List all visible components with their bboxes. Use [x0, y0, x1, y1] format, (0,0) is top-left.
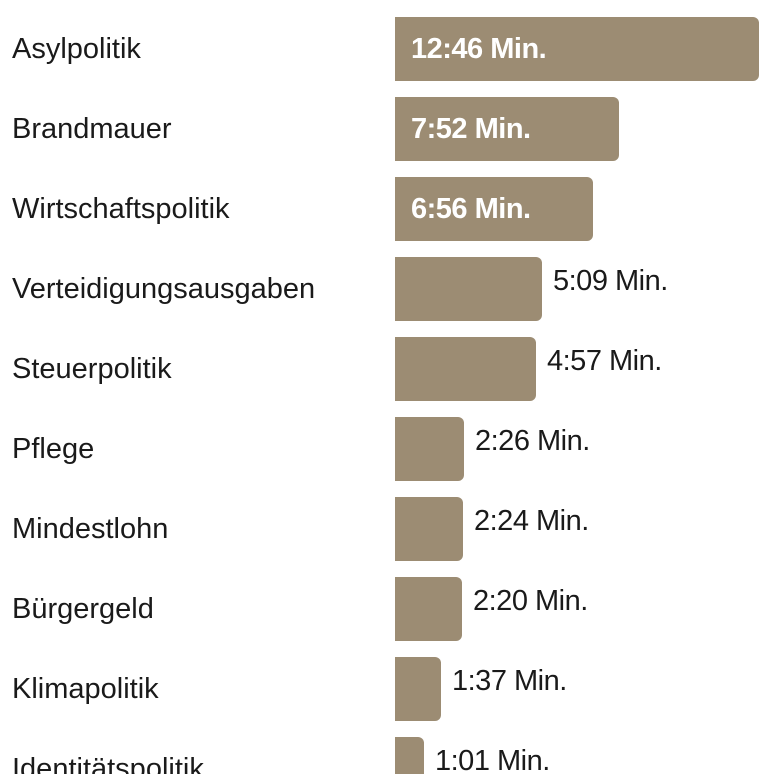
value-label: 1:01 Min.	[435, 745, 550, 774]
bar	[395, 17, 759, 81]
category-label: Verteidigungsausgaben	[12, 273, 316, 305]
bar-row: Wirtschaftspolitik 6:56 Min.	[0, 177, 774, 241]
bar-row: Asylpolitik 12:46 Min.	[0, 17, 774, 81]
bar-row: Bürgergeld 2:20 Min.	[0, 577, 774, 641]
bar	[395, 177, 593, 241]
category-label: Klimapolitik	[12, 673, 159, 705]
category-label: Wirtschaftspolitik	[12, 193, 230, 225]
bar	[395, 577, 462, 641]
bar-row: Verteidigungsausgaben 5:09 Min.	[0, 257, 774, 321]
category-label: Brandmauer	[12, 113, 172, 145]
bar	[395, 337, 536, 401]
value-label: 5:09 Min.	[553, 265, 668, 297]
value-label: 4:57 Min.	[547, 345, 662, 377]
category-label: Steuerpolitik	[12, 353, 172, 385]
bar	[395, 737, 424, 774]
value-label: 6:56 Min.	[411, 193, 531, 225]
bar-row: Identitätspolitik 1:01 Min.	[0, 737, 774, 774]
bar	[395, 657, 441, 721]
bar	[395, 97, 619, 161]
category-label: Bürgergeld	[12, 593, 154, 625]
value-label: 2:26 Min.	[475, 425, 590, 457]
bar-row: Brandmauer 7:52 Min.	[0, 97, 774, 161]
category-label: Identitätspolitik	[12, 753, 204, 774]
category-label: Pflege	[12, 433, 95, 465]
category-label: Mindestlohn	[12, 513, 169, 545]
value-label: 2:20 Min.	[473, 585, 588, 617]
bar	[395, 257, 542, 321]
category-label: Asylpolitik	[12, 33, 141, 65]
bar-row: Steuerpolitik 4:57 Min.	[0, 337, 774, 401]
bar	[395, 497, 463, 561]
value-label: 2:24 Min.	[474, 505, 589, 537]
bar-row: Mindestlohn 2:24 Min.	[0, 497, 774, 561]
bar	[395, 417, 464, 481]
bar-row: Pflege 2:26 Min.	[0, 417, 774, 481]
value-label: 12:46 Min.	[411, 33, 547, 65]
value-label: 7:52 Min.	[411, 113, 531, 145]
bar-row: Klimapolitik 1:37 Min.	[0, 657, 774, 721]
value-label: 1:37 Min.	[452, 665, 567, 697]
